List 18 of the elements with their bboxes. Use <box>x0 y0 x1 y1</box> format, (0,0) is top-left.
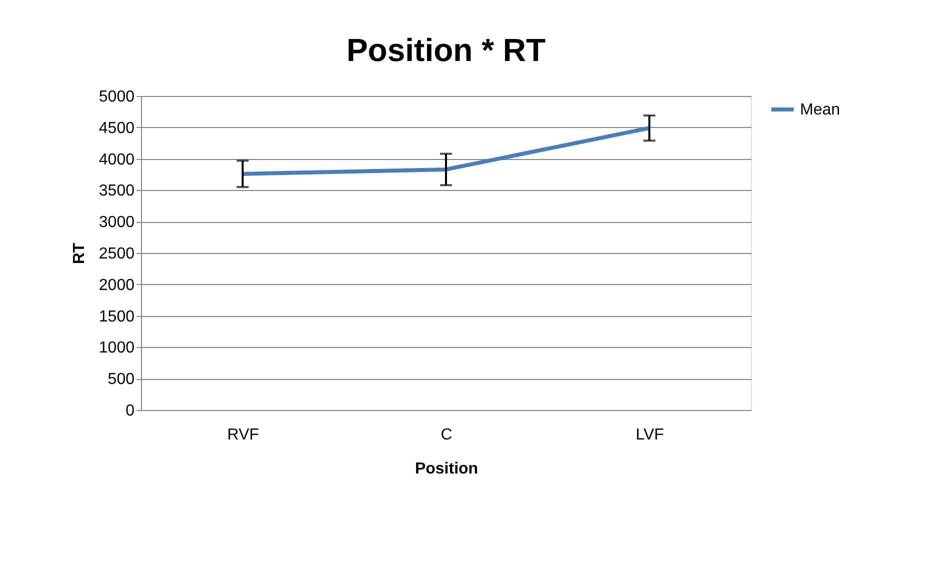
y-tick-label: 5000 <box>98 88 135 106</box>
x-axis-title: Position <box>414 460 478 478</box>
y-tick-label: 2000 <box>98 276 135 294</box>
chart-title: Position * RT <box>346 32 546 68</box>
y-tick-label: 1500 <box>98 308 135 326</box>
x-tick-label: C <box>440 426 452 444</box>
y-axis-title: RT <box>70 242 88 264</box>
y-tick-label: 500 <box>108 371 135 388</box>
y-tick-label: 4000 <box>98 151 135 168</box>
y-tick-label: 1000 <box>98 340 135 357</box>
y-tick-label: 3500 <box>98 182 135 200</box>
x-tick-label: LVF <box>636 426 664 444</box>
y-tick-label: 2500 <box>98 246 135 262</box>
y-tick-label: 4500 <box>98 120 135 137</box>
y-tick-label: 0 <box>126 402 135 420</box>
y-tick-label: 3000 <box>98 214 135 232</box>
legend-label: Mean <box>800 102 840 118</box>
x-tick-label: RVF <box>227 426 260 444</box>
